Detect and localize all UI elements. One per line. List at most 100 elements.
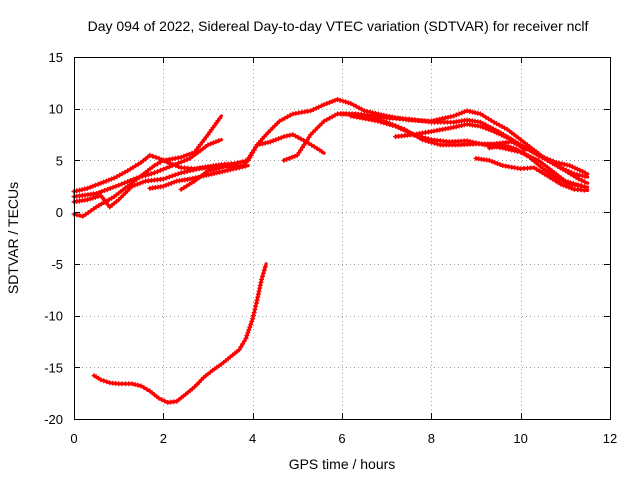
data-point-marker (348, 101, 354, 106)
data-point-marker (356, 105, 362, 111)
data-point-marker (486, 116, 491, 122)
data-point-marker (298, 147, 304, 153)
data-point-marker (461, 109, 467, 115)
data-point-marker (109, 176, 114, 182)
data-point-marker (244, 157, 250, 163)
x-tick-label: 4 (249, 431, 256, 446)
data-point-marker (246, 327, 252, 333)
data-point-marker (250, 316, 256, 322)
data-point-marker (359, 106, 365, 112)
data-point-marker (337, 97, 343, 103)
data-point-marker (243, 335, 249, 341)
data-point-marker (556, 176, 562, 182)
data-point-marker (194, 382, 200, 388)
data-point-marker (125, 179, 131, 185)
data-point-marker (208, 141, 214, 147)
data-point-marker (245, 330, 251, 336)
data-point-marker (319, 149, 325, 155)
data-point-marker (375, 118, 381, 124)
data-point-marker (117, 172, 123, 178)
data-point-marker (238, 344, 244, 350)
data-point-marker (205, 142, 211, 148)
data-point-marker (425, 136, 431, 142)
data-point-marker (273, 137, 279, 143)
data-point-marker (491, 119, 497, 125)
data-point-marker (381, 120, 387, 126)
data-point-marker (536, 168, 542, 174)
data-point-marker (357, 115, 363, 121)
data-point-marker (247, 152, 253, 158)
data-point-marker (581, 187, 587, 193)
series-line (72, 114, 223, 218)
data-point-marker (351, 102, 357, 108)
data-point-marker (488, 127, 494, 133)
data-point-marker (103, 178, 109, 184)
data-point-marker (289, 154, 295, 160)
data-point-marker (476, 141, 482, 146)
data-point-marker (293, 133, 298, 139)
data-point-marker (582, 170, 588, 176)
data-point-marker (134, 181, 140, 187)
data-point-marker (559, 178, 565, 183)
data-point-marker (187, 155, 193, 161)
data-point-marker (494, 161, 500, 166)
data-point-marker (113, 183, 119, 189)
data-point-marker (313, 105, 319, 111)
data-point-marker (98, 201, 104, 207)
data-point-marker (276, 136, 282, 142)
data-point-marker (378, 119, 384, 125)
data-point-marker (90, 183, 96, 189)
data-point-marker (106, 177, 112, 183)
data-point-marker (181, 185, 187, 191)
data-point-marker (210, 140, 216, 146)
y-tick-label: 10 (49, 102, 63, 117)
data-point-marker (456, 111, 462, 117)
data-point-marker (125, 168, 131, 174)
data-point-marker (499, 132, 504, 138)
data-point-marker (292, 153, 298, 159)
data-point-marker (193, 166, 199, 172)
data-point-marker (537, 153, 543, 159)
data-point-marker (110, 184, 116, 190)
data-point-marker (165, 160, 171, 165)
data-point-marker (262, 264, 268, 270)
data-point-marker (249, 319, 255, 324)
data-point-marker (301, 142, 307, 148)
data-point-marker (579, 177, 585, 183)
data-point-marker (567, 163, 573, 169)
data-point-marker (303, 139, 309, 145)
data-point-marker (157, 167, 163, 173)
data-point-marker (181, 158, 187, 164)
data-point-marker (314, 145, 320, 151)
data-point-marker (582, 179, 588, 185)
data-point-marker (262, 140, 268, 146)
series-arc-6 (178, 165, 223, 192)
data-point-marker (166, 164, 172, 170)
y-tick-label: 5 (56, 153, 63, 168)
data-point-marker (497, 162, 503, 168)
data-point-marker (340, 98, 346, 104)
data-point-marker (558, 181, 564, 187)
data-point-marker (132, 382, 138, 387)
data-point-marker (268, 127, 273, 133)
data-point-marker (486, 157, 492, 163)
data-point-marker (150, 153, 156, 159)
data-point-marker (499, 124, 505, 129)
data-point-marker (151, 170, 157, 176)
data-point-marker (295, 135, 301, 140)
chart-title: Day 094 of 2022, Sidereal Day-to-day VTE… (88, 18, 589, 34)
series-group (71, 96, 590, 405)
data-point-marker (511, 145, 516, 151)
data-point-marker (153, 154, 159, 160)
data-point-marker (547, 159, 553, 165)
y-tick-label: -15 (44, 360, 63, 375)
data-point-marker (171, 179, 177, 185)
data-point-marker (545, 173, 550, 179)
x-axis-label: GPS time / hours (289, 456, 396, 472)
data-point-marker (99, 189, 105, 194)
data-point-marker (324, 117, 330, 123)
data-point-marker (545, 169, 551, 175)
data-point-marker (111, 175, 117, 181)
x-tick-label: 10 (513, 431, 527, 446)
data-point-marker (540, 166, 546, 172)
